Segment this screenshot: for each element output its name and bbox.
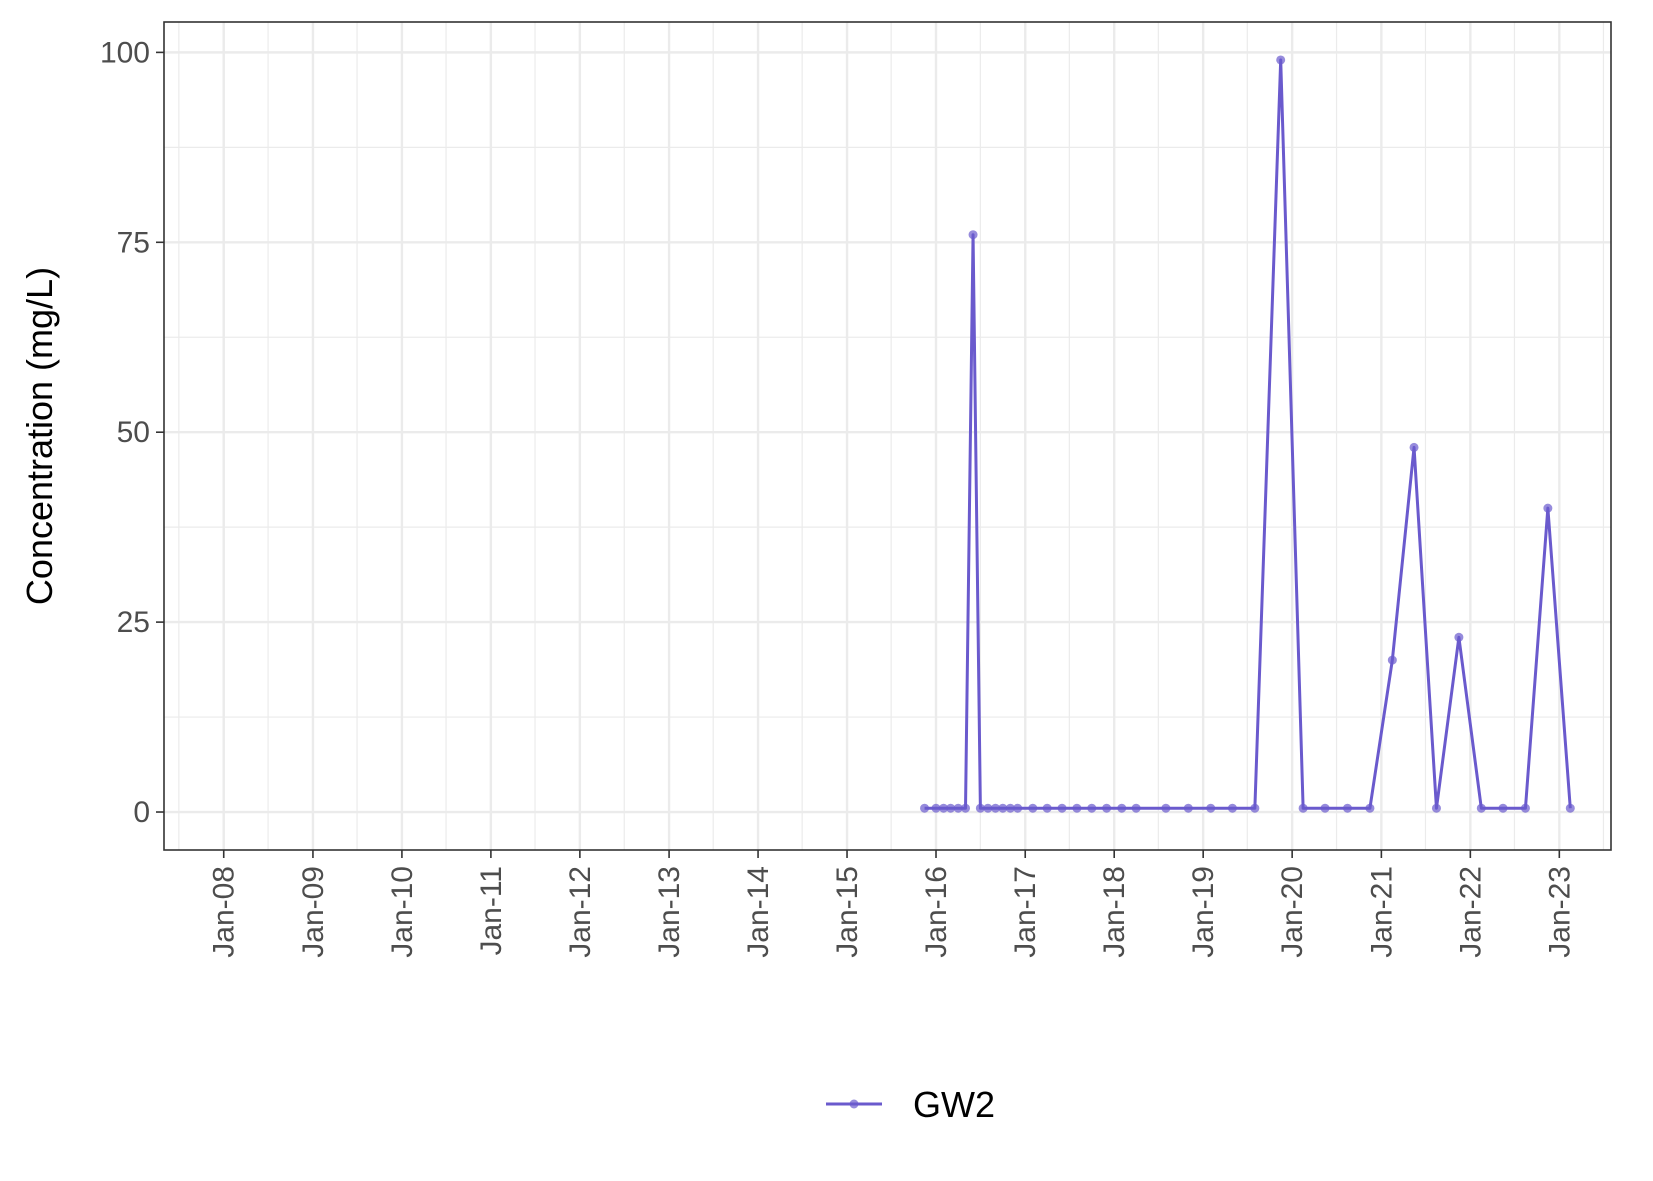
data-point [939, 803, 949, 813]
panel-border [163, 21, 1612, 851]
legend: GW2 [826, 1084, 995, 1125]
x-axis: Jan-08 Jan-09 Jan-10 Jan-11 Jan-12 Jan-13 Jan-… [208, 850, 1576, 958]
data-point [1087, 803, 1097, 813]
x-tick-label: Jan-19 [1187, 866, 1220, 958]
data-point [1102, 803, 1112, 813]
y-tick-label: 0 [133, 796, 150, 829]
x-tick-label: Jan-21 [1365, 866, 1398, 958]
data-point [1276, 55, 1286, 65]
data-point [920, 803, 930, 813]
legend-key-point [849, 1099, 859, 1109]
data-point [1543, 503, 1553, 513]
data-point [998, 803, 1008, 813]
x-tick-label: Jan-10 [386, 866, 419, 958]
x-tick-label: Jan-17 [1009, 866, 1042, 958]
data-point [1431, 803, 1441, 813]
y-tick-label: 50 [117, 416, 150, 449]
data-point [1320, 803, 1330, 813]
x-tick-label: Jan-14 [742, 866, 775, 958]
y-tick-label: 100 [100, 36, 150, 69]
data-point [1365, 803, 1375, 813]
data-point [931, 803, 941, 813]
series-line-gw2 [924, 58, 1572, 810]
x-tick-label: Jan-13 [653, 866, 686, 958]
x-tick-label: Jan-09 [297, 866, 330, 958]
data-point [1161, 803, 1171, 813]
x-tick-label: Jan-16 [920, 866, 953, 958]
grid-minor [164, 22, 1611, 850]
data-point [1409, 442, 1419, 452]
data-point [1042, 803, 1052, 813]
data-point [1206, 803, 1216, 813]
x-tick-label: Jan-12 [564, 866, 597, 958]
data-point [946, 803, 956, 813]
data-point [1454, 632, 1464, 642]
data-point [961, 803, 971, 813]
x-tick-label: Jan-18 [1098, 866, 1131, 958]
data-point [990, 803, 1000, 813]
data-point [1057, 803, 1067, 813]
data-point [1565, 803, 1575, 813]
panel-background [164, 22, 1611, 850]
x-tick-label: Jan-20 [1276, 866, 1309, 958]
y-axis: 0 25 50 75 100 [100, 36, 164, 829]
x-tick-label: Jan-08 [208, 866, 241, 958]
data-point [1227, 803, 1237, 813]
y-tick-label: 75 [117, 226, 150, 259]
legend-label-gw2: GW2 [913, 1084, 995, 1125]
x-tick-label: Jan-22 [1454, 866, 1487, 958]
data-point [1250, 803, 1260, 813]
data-point [1005, 803, 1015, 813]
data-point [1498, 803, 1508, 813]
data-point [1387, 655, 1397, 665]
data-point [983, 803, 993, 813]
data-point [1072, 803, 1082, 813]
data-point [968, 230, 978, 240]
data-point [1298, 803, 1308, 813]
data-point [953, 803, 963, 813]
series-layer [920, 55, 1575, 813]
x-tick-label: Jan-11 [475, 866, 508, 956]
data-point [1117, 803, 1127, 813]
data-point [1028, 803, 1038, 813]
data-point [1183, 803, 1193, 813]
data-point [1476, 803, 1486, 813]
data-point [1520, 803, 1530, 813]
data-point [1013, 803, 1023, 813]
x-tick-label: Jan-23 [1543, 866, 1576, 958]
data-point [1131, 803, 1141, 813]
y-axis-title: Concentration (mg/L) [19, 267, 60, 605]
x-tick-label: Jan-15 [831, 866, 864, 958]
data-point [975, 803, 985, 813]
y-tick-label: 25 [117, 606, 150, 639]
data-point [1342, 803, 1352, 813]
